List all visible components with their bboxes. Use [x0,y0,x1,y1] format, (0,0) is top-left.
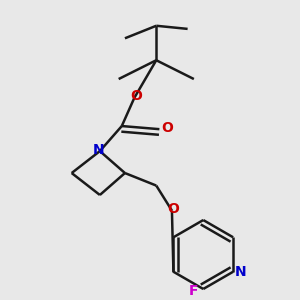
Text: O: O [168,202,179,216]
Text: F: F [189,284,199,298]
Text: O: O [161,121,173,135]
Text: N: N [235,265,247,279]
Text: N: N [92,142,104,157]
Text: O: O [130,89,142,103]
